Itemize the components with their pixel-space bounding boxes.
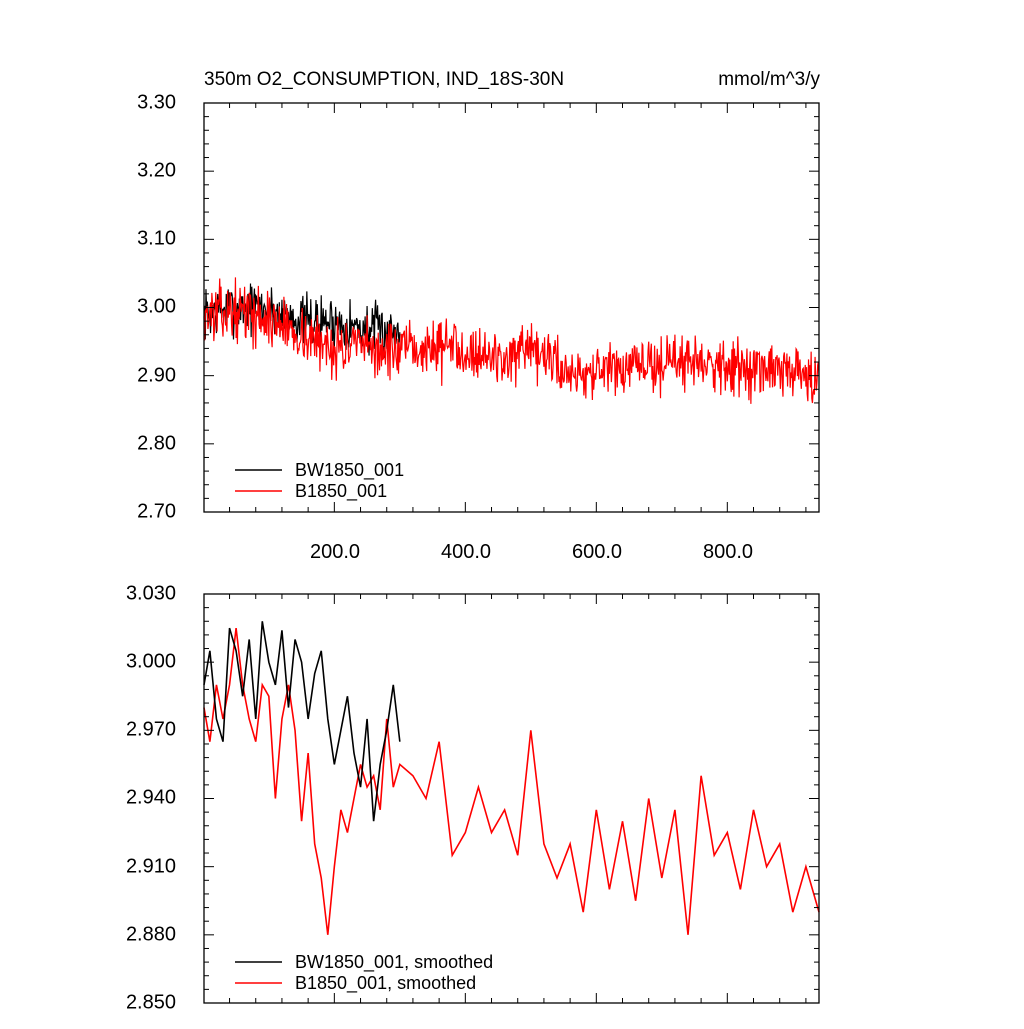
bottom-plot-frame xyxy=(203,593,820,1004)
legend-label-b1850-smoothed: B1850_001, smoothed xyxy=(295,973,476,994)
bottom-chart: 2.850 2.880 2.910 2.940 2.970 3.000 3.03… xyxy=(126,582,820,1013)
top-series-lines xyxy=(203,277,820,404)
bottom-legend: BW1850_001, smoothed B1850_001, smoothed xyxy=(235,952,493,994)
series-line-b1850-001-smoothed xyxy=(203,627,820,935)
top-legend: BW1850_001 B1850_001 xyxy=(235,460,404,502)
bottom-ytick-label: 2.880 xyxy=(126,923,176,945)
top-xtick-label: 400.0 xyxy=(441,541,491,563)
bottom-ytick-label: 2.970 xyxy=(126,718,176,740)
top-xtick-label: 600.0 xyxy=(572,541,622,563)
series-line-bw1850-001-smoothed xyxy=(203,621,401,822)
top-ytick-label: 3.00 xyxy=(137,295,176,317)
top-ytick-label: 2.90 xyxy=(137,364,176,386)
top-xtick-label: 800.0 xyxy=(703,541,753,563)
bottom-ytick-label: 2.910 xyxy=(126,855,176,877)
bottom-ytick-label: 2.940 xyxy=(126,786,176,808)
legend-label-bw1850-smoothed: BW1850_001, smoothed xyxy=(295,952,493,973)
bottom-ytick-label: 2.850 xyxy=(126,991,176,1013)
top-axis-ticks xyxy=(204,102,819,513)
series-line-b1850-001 xyxy=(203,277,820,404)
chart-title: 350m O2_CONSUMPTION, IND_18S-30N xyxy=(204,69,564,90)
legend-label-bw1850: BW1850_001 xyxy=(295,460,404,481)
bottom-ytick-label: 3.030 xyxy=(126,582,176,604)
legend-label-b1850: B1850_001 xyxy=(295,481,387,502)
top-ytick-label: 2.80 xyxy=(137,432,176,454)
top-ytick-label: 2.70 xyxy=(137,500,176,522)
bottom-axis-ticks xyxy=(204,593,819,1004)
top-chart: 350m O2_CONSUMPTION, IND_18S-30N mmol/m^… xyxy=(137,69,820,563)
top-ytick-label: 3.10 xyxy=(137,227,176,249)
bottom-ytick-label: 3.000 xyxy=(126,650,176,672)
bottom-series-lines xyxy=(203,621,820,935)
chart-units: mmol/m^3/y xyxy=(718,69,820,90)
top-plot-frame xyxy=(203,102,820,513)
top-xtick-label: 200.0 xyxy=(310,541,360,563)
top-ytick-label: 3.20 xyxy=(137,159,176,181)
top-ytick-label: 3.30 xyxy=(137,91,176,113)
